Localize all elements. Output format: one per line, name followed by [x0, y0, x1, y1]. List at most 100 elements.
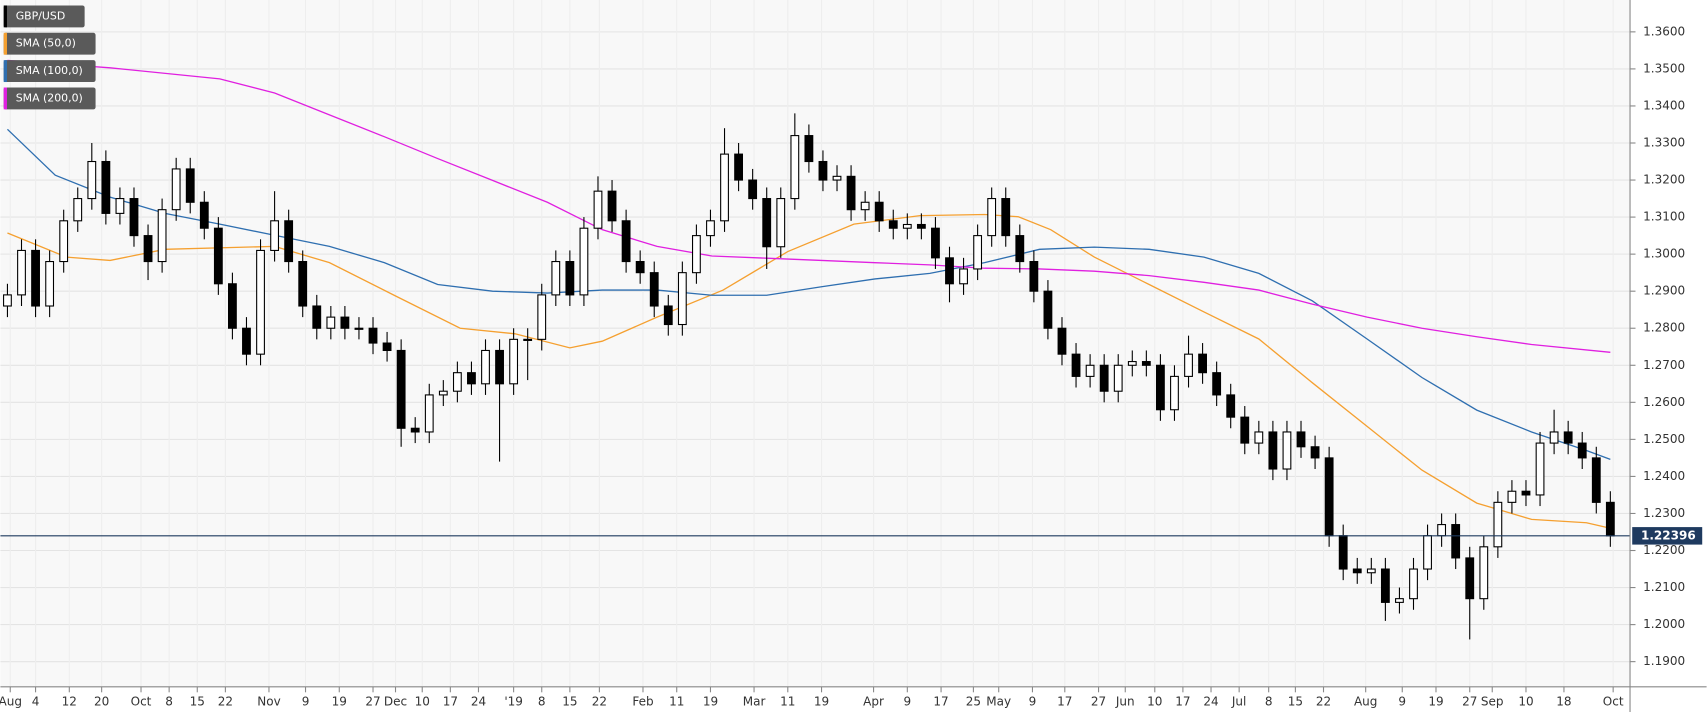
candle-body	[607, 190, 617, 222]
candle-body	[59, 220, 69, 263]
candle-body	[1226, 394, 1236, 418]
candle-body	[509, 338, 519, 385]
legend-label: GBP/USD	[16, 9, 66, 22]
candle-body	[410, 427, 420, 433]
candle-body	[551, 261, 561, 296]
axes: 1.1900 1.2000 1.2100 1.2200 1.2300 1.2400 1.25…	[0, 24, 1703, 709]
x-tick-label: 22	[1316, 695, 1331, 709]
y-tick-label: 1.3300	[1643, 136, 1685, 150]
x-tick-label: 17	[443, 695, 458, 709]
x-tick-label: Aug	[1354, 695, 1377, 709]
candle-body	[31, 249, 40, 307]
candle-body	[818, 160, 828, 181]
candle-body	[3, 294, 12, 307]
candle-body	[326, 316, 336, 329]
candle-body	[129, 198, 139, 237]
candle-body	[706, 220, 715, 237]
candle-body	[1423, 535, 1432, 570]
candle-body	[115, 198, 125, 214]
candle-body	[143, 235, 153, 263]
candle-body	[1198, 353, 1208, 374]
candle-body	[874, 201, 884, 222]
candle-body	[396, 349, 406, 429]
y-tick-label: 1.2000	[1643, 617, 1685, 631]
y-tick-label: 1.2300	[1643, 506, 1685, 520]
x-tick-label: 15	[562, 695, 577, 709]
candle-body	[593, 190, 603, 229]
x-tick-label: 18	[1556, 695, 1571, 709]
x-tick-label: 10	[415, 695, 430, 709]
candle-body	[987, 198, 997, 237]
x-tick-label: 22	[592, 695, 607, 709]
candle-body	[1409, 568, 1418, 600]
y-tick-label: 1.1900	[1643, 654, 1685, 668]
x-tick-label: Nov	[257, 695, 280, 709]
candle-body	[579, 227, 589, 296]
legend-label: SMA (50,0)	[16, 37, 76, 50]
candle-body	[312, 305, 322, 329]
candle-body	[1493, 501, 1503, 548]
x-tick-label: 11	[780, 695, 795, 709]
candle-body	[45, 261, 55, 307]
x-tick-label: Jul	[1231, 695, 1247, 709]
candle-body	[213, 227, 223, 285]
candle-body	[1099, 364, 1109, 392]
x-tick-label: 9	[302, 695, 310, 709]
candle-body	[916, 223, 926, 229]
y-tick-label: 1.2100	[1643, 580, 1685, 594]
candle-body	[945, 257, 954, 285]
x-tick-label: 15	[1288, 695, 1303, 709]
x-tick-label: 17	[933, 695, 948, 709]
legend-box	[3, 87, 96, 110]
candle-body	[776, 198, 786, 248]
x-tick-label: 24	[1203, 695, 1218, 709]
candle-body	[621, 220, 631, 263]
x-tick-label: 4	[32, 695, 40, 709]
y-tick-label: 1.2200	[1643, 543, 1685, 557]
candle-body	[171, 168, 181, 211]
candle-body	[1282, 431, 1292, 470]
candle-body	[734, 153, 744, 181]
candle-body	[368, 327, 378, 344]
x-tick-label: May	[986, 695, 1011, 709]
legend-swatch	[3, 5, 7, 28]
candle-body	[1605, 501, 1615, 537]
candle-body	[424, 394, 434, 433]
candle-body	[860, 201, 870, 211]
candle-body	[1380, 568, 1390, 603]
candle-body	[1521, 490, 1531, 496]
x-tick-label: 8	[165, 695, 173, 709]
candle-body	[832, 175, 842, 181]
candle-body	[87, 160, 97, 200]
candle-body	[677, 272, 687, 326]
y-tick-label: 1.3100	[1643, 210, 1685, 224]
candle-body	[17, 249, 26, 296]
y-tick-label: 1.3500	[1643, 61, 1685, 75]
plot	[0, 59, 1631, 640]
candle-body	[1240, 416, 1250, 444]
candle-body	[1268, 431, 1278, 470]
x-tick-label: 19	[1428, 695, 1443, 709]
candle-body	[691, 235, 701, 274]
candle-body	[199, 201, 209, 229]
x-tick-label: Aug	[0, 695, 22, 709]
x-tick-label: 27	[1091, 695, 1106, 709]
y-tick-label: 1.3400	[1643, 98, 1685, 112]
candle-body	[1563, 431, 1573, 444]
last-price-label: 1.22396	[1641, 528, 1696, 542]
candle-body	[1212, 372, 1222, 396]
candle-body	[537, 294, 547, 340]
candle-body	[298, 261, 308, 307]
y-tick-label: 1.3000	[1643, 247, 1685, 261]
x-tick-label: 9	[903, 695, 911, 709]
x-tick-label: Sep	[1481, 695, 1504, 709]
legend-label: SMA (100,0)	[16, 64, 83, 77]
candle-body	[1549, 431, 1559, 444]
x-tick-label: 11	[669, 695, 684, 709]
candle-body	[1465, 557, 1475, 600]
candle-body	[1535, 442, 1545, 496]
x-tick-label: Oct	[131, 695, 152, 709]
legend-swatch	[3, 60, 7, 83]
candle-body	[931, 227, 940, 259]
candle-body	[1451, 524, 1461, 559]
